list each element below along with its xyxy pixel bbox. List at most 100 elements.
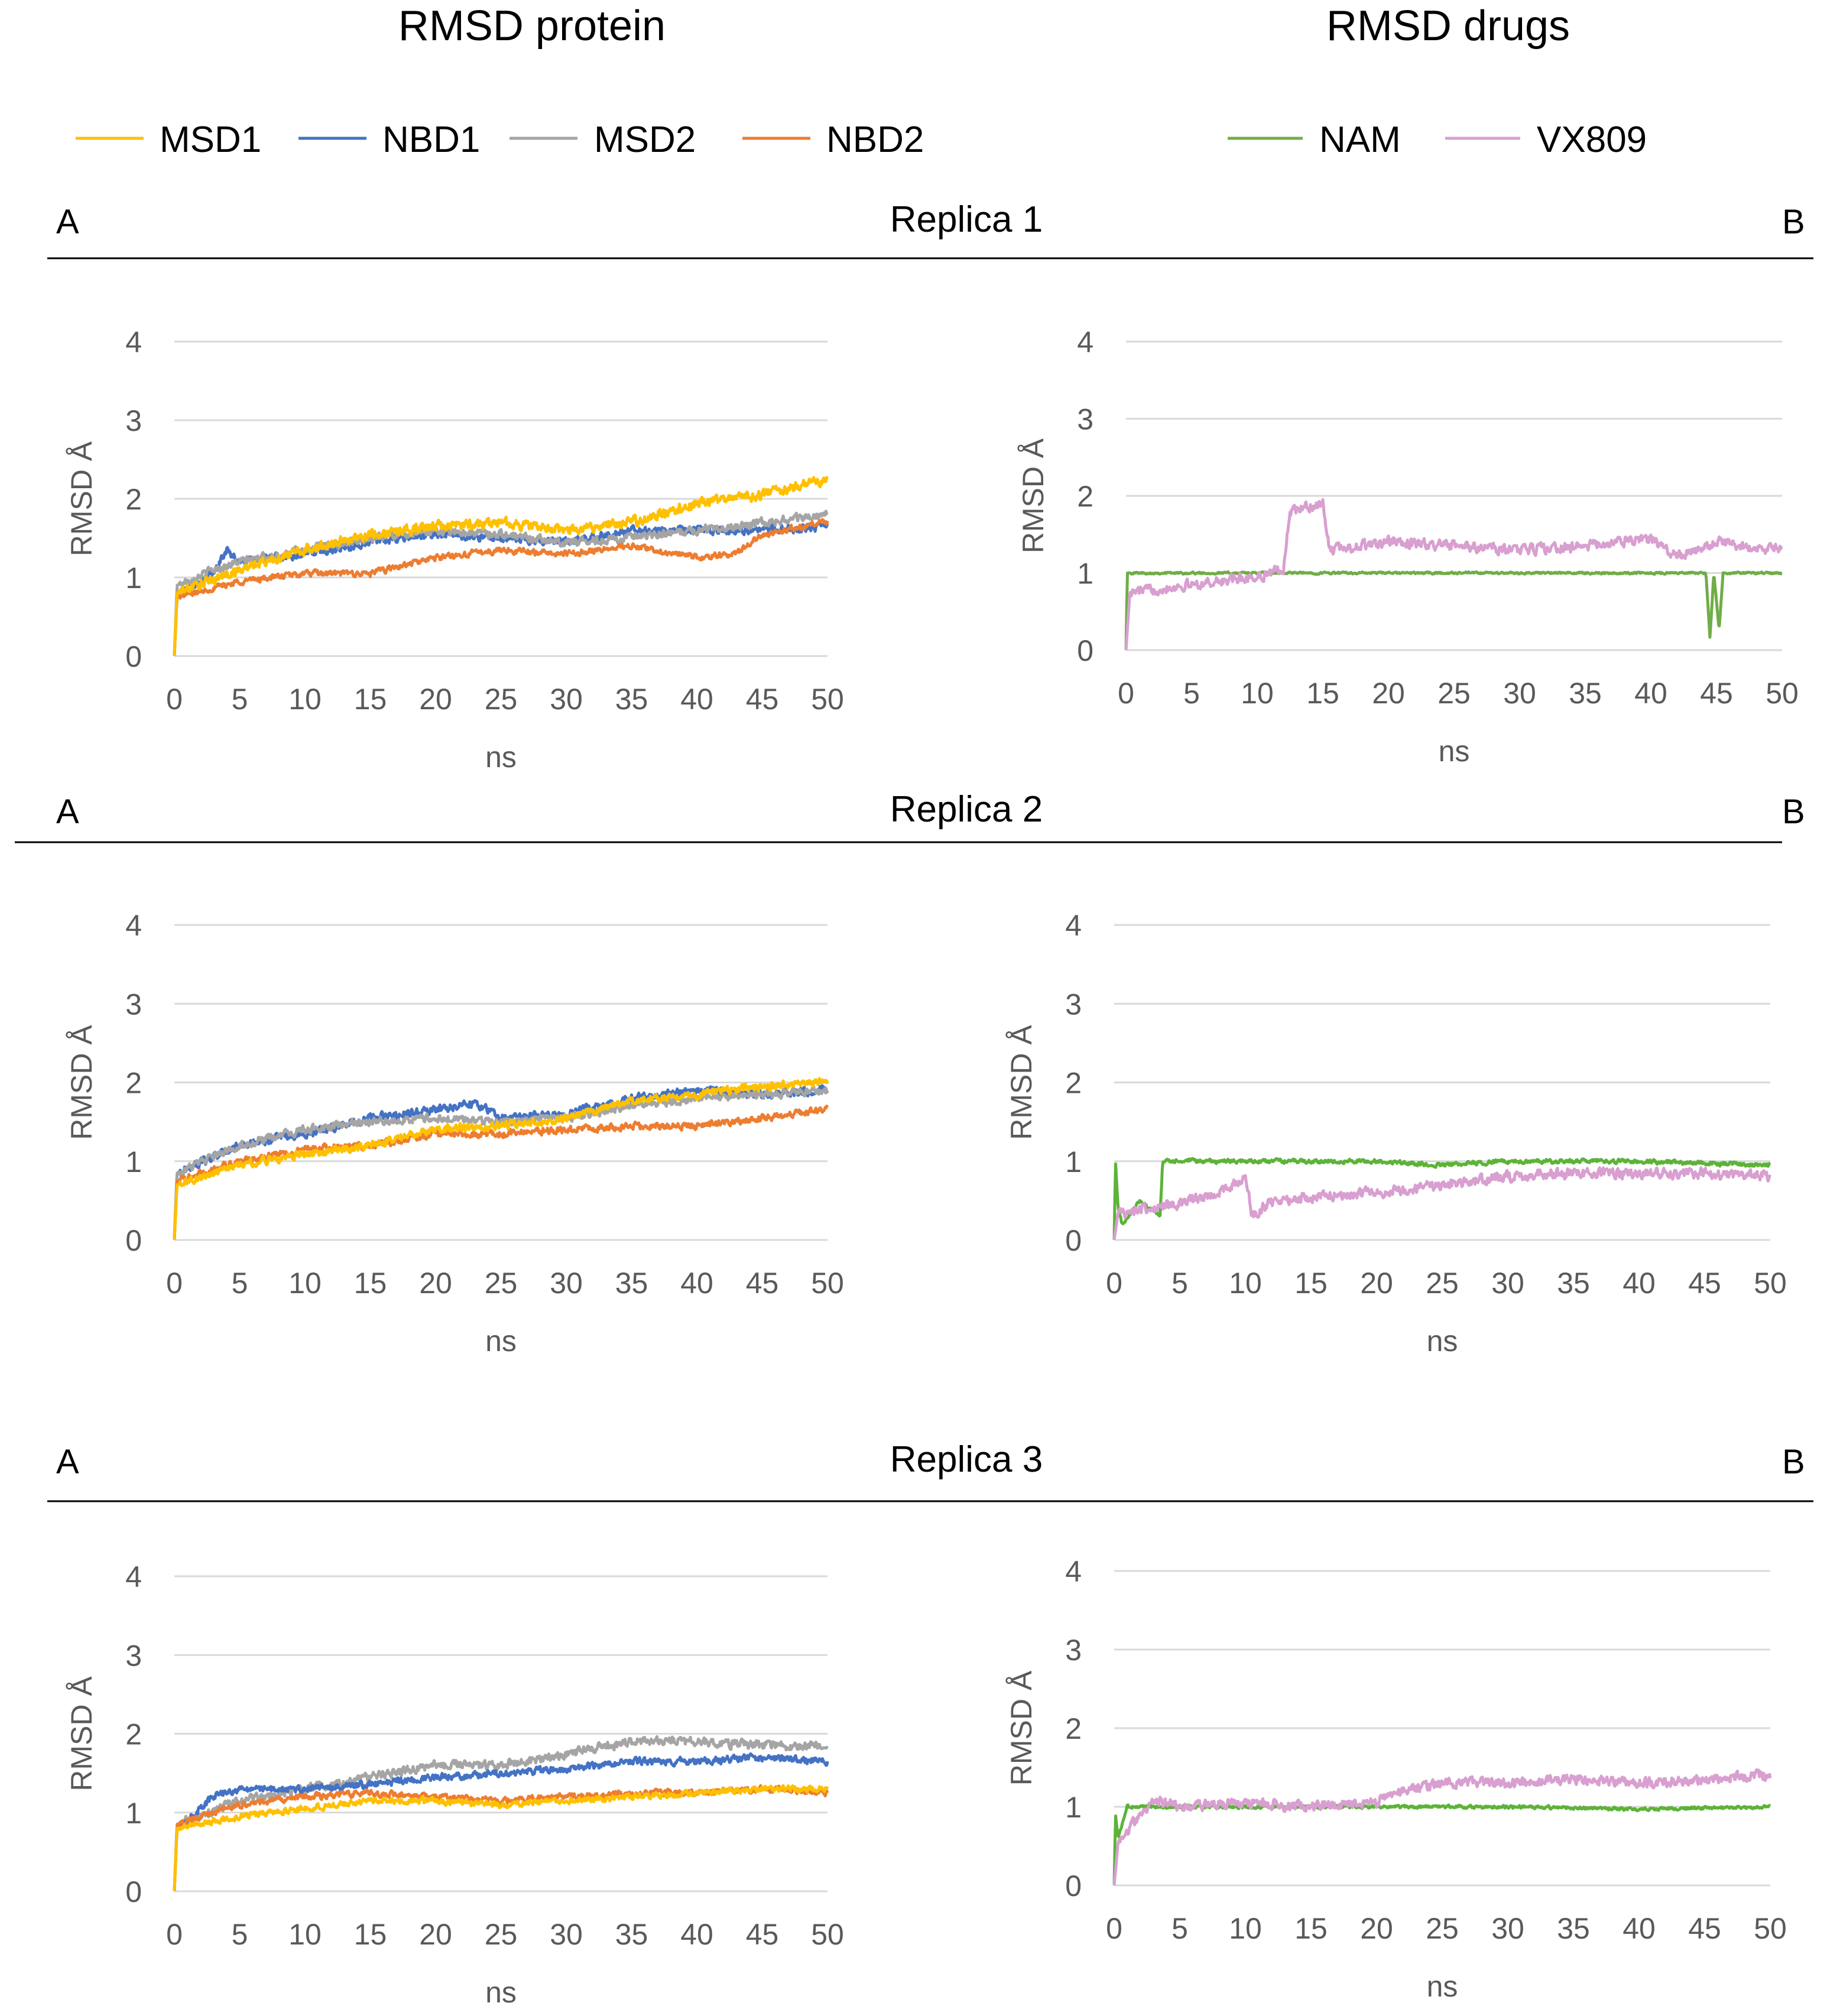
series-line-nbd2 xyxy=(173,518,829,657)
y-tick-label: 1 xyxy=(125,561,142,595)
y-tick-label: 4 xyxy=(125,909,142,942)
row-header-replica-2: A Replica 2 B xyxy=(15,789,1805,843)
y-tick-label: 0 xyxy=(1065,1224,1082,1257)
x-tick-label: 40 xyxy=(680,1267,713,1300)
series-line-nbd1 xyxy=(173,1752,829,1892)
legend-label-nbd1: NBD1 xyxy=(382,119,480,160)
x-tick-label: 30 xyxy=(550,1918,583,1951)
x-tick-label: 15 xyxy=(354,1918,387,1951)
y-tick-label: 0 xyxy=(125,1224,142,1257)
x-axis-title: ns xyxy=(485,741,517,774)
x-tick-label: 5 xyxy=(1183,677,1200,710)
x-tick-label: 45 xyxy=(746,1267,779,1300)
x-tick-label: 15 xyxy=(1294,1912,1328,1945)
x-tick-label: 45 xyxy=(1688,1267,1721,1300)
x-tick-label: 10 xyxy=(1229,1267,1262,1300)
x-tick-label: 0 xyxy=(1118,677,1134,710)
x-tick-label: 5 xyxy=(232,1267,248,1300)
x-tick-label: 45 xyxy=(746,1918,779,1951)
x-tick-label: 30 xyxy=(550,683,583,716)
y-tick-label: 3 xyxy=(1077,403,1093,436)
x-tick-label: 0 xyxy=(1106,1267,1122,1300)
x-tick-label: 50 xyxy=(1754,1912,1787,1945)
x-tick-label: 45 xyxy=(1688,1912,1721,1945)
x-axis-title: ns xyxy=(485,1324,517,1358)
y-axis-title: RMSD Å xyxy=(1005,1670,1038,1785)
x-tick-label: 25 xyxy=(1426,1912,1459,1945)
row-title: Replica 3 xyxy=(890,1439,1043,1480)
y-tick-label: 2 xyxy=(125,1067,142,1100)
x-tick-label: 5 xyxy=(1172,1267,1188,1300)
series-line-msd1 xyxy=(173,1077,829,1241)
x-tick-label: 35 xyxy=(615,1267,648,1300)
y-tick-label: 0 xyxy=(125,640,142,673)
row-title: Replica 2 xyxy=(890,789,1043,830)
x-tick-label: 35 xyxy=(1557,1912,1590,1945)
panel-tag-a: A xyxy=(56,203,79,241)
x-tick-label: 50 xyxy=(811,1267,844,1300)
x-tick-label: 35 xyxy=(1557,1267,1590,1300)
series-line-msd1 xyxy=(173,476,829,657)
x-tick-label: 40 xyxy=(1622,1912,1656,1945)
panel-tag-a: A xyxy=(56,1443,79,1481)
row-header-replica-1: A Replica 1 B xyxy=(47,199,1813,259)
series-line-msd2 xyxy=(173,1085,829,1241)
y-tick-label: 2 xyxy=(1065,1712,1082,1745)
x-tick-label: 25 xyxy=(485,683,518,716)
panel-tag-b: B xyxy=(1782,793,1805,831)
x-tick-label: 30 xyxy=(550,1267,583,1300)
y-tick-label: 4 xyxy=(1065,1555,1082,1588)
panel-tag-a: A xyxy=(56,793,79,831)
x-tick-label: 15 xyxy=(354,683,387,716)
y-tick-label: 4 xyxy=(1065,909,1082,942)
series-line-vx809 xyxy=(1112,1166,1771,1241)
series-line-vx809 xyxy=(1124,498,1783,651)
row-title: Replica 1 xyxy=(890,199,1043,240)
x-axis-title: ns xyxy=(1427,1970,1458,2003)
x-tick-label: 10 xyxy=(1241,677,1274,710)
y-tick-label: 0 xyxy=(1077,634,1093,667)
x-tick-label: 25 xyxy=(1437,677,1471,710)
x-tick-label: 10 xyxy=(1229,1912,1262,1945)
y-tick-label: 3 xyxy=(1065,988,1082,1021)
legend-protein: MSD1 NBD1 MSD2 NBD2 xyxy=(76,119,924,160)
x-tick-label: 30 xyxy=(1503,677,1536,710)
x-tick-label: 40 xyxy=(680,683,713,716)
x-axis-title: ns xyxy=(1427,1324,1458,1358)
x-tick-label: 20 xyxy=(1372,677,1405,710)
y-tick-label: 4 xyxy=(125,326,142,359)
x-tick-label: 40 xyxy=(1622,1267,1656,1300)
legend-label-vx809: VX809 xyxy=(1537,119,1647,160)
y-tick-label: 3 xyxy=(1065,1634,1082,1667)
x-tick-label: 35 xyxy=(615,683,648,716)
x-axis-title: ns xyxy=(485,1976,517,2009)
y-tick-label: 4 xyxy=(125,1560,142,1593)
series-line-nbd2 xyxy=(173,1105,829,1241)
y-tick-label: 3 xyxy=(125,1639,142,1672)
y-tick-label: 1 xyxy=(125,1797,142,1830)
y-axis-title: RMSD Å xyxy=(1005,1025,1038,1140)
x-tick-label: 45 xyxy=(746,683,779,716)
series-line-nbd2 xyxy=(173,1784,829,1892)
x-tick-label: 20 xyxy=(1360,1912,1393,1945)
x-tick-label: 15 xyxy=(1306,677,1339,710)
y-axis-title: RMSD Å xyxy=(65,1676,98,1791)
header-rmsd-drugs: RMSD drugs xyxy=(1326,2,1570,50)
y-tick-label: 3 xyxy=(125,404,142,437)
x-tick-label: 45 xyxy=(1700,677,1733,710)
x-tick-label: 0 xyxy=(166,683,183,716)
x-tick-label: 10 xyxy=(288,683,322,716)
legend-label-msd1: MSD1 xyxy=(160,119,261,160)
y-tick-label: 3 xyxy=(125,988,142,1021)
series-line-vx809 xyxy=(1112,1768,1772,1886)
legend-label-nbd2: NBD2 xyxy=(826,119,924,160)
x-tick-label: 10 xyxy=(288,1918,322,1951)
x-tick-label: 0 xyxy=(166,1267,183,1300)
x-tick-label: 0 xyxy=(1106,1912,1122,1945)
x-tick-label: 50 xyxy=(1754,1267,1787,1300)
legend-drugs: NAM VX809 xyxy=(1228,119,1647,160)
